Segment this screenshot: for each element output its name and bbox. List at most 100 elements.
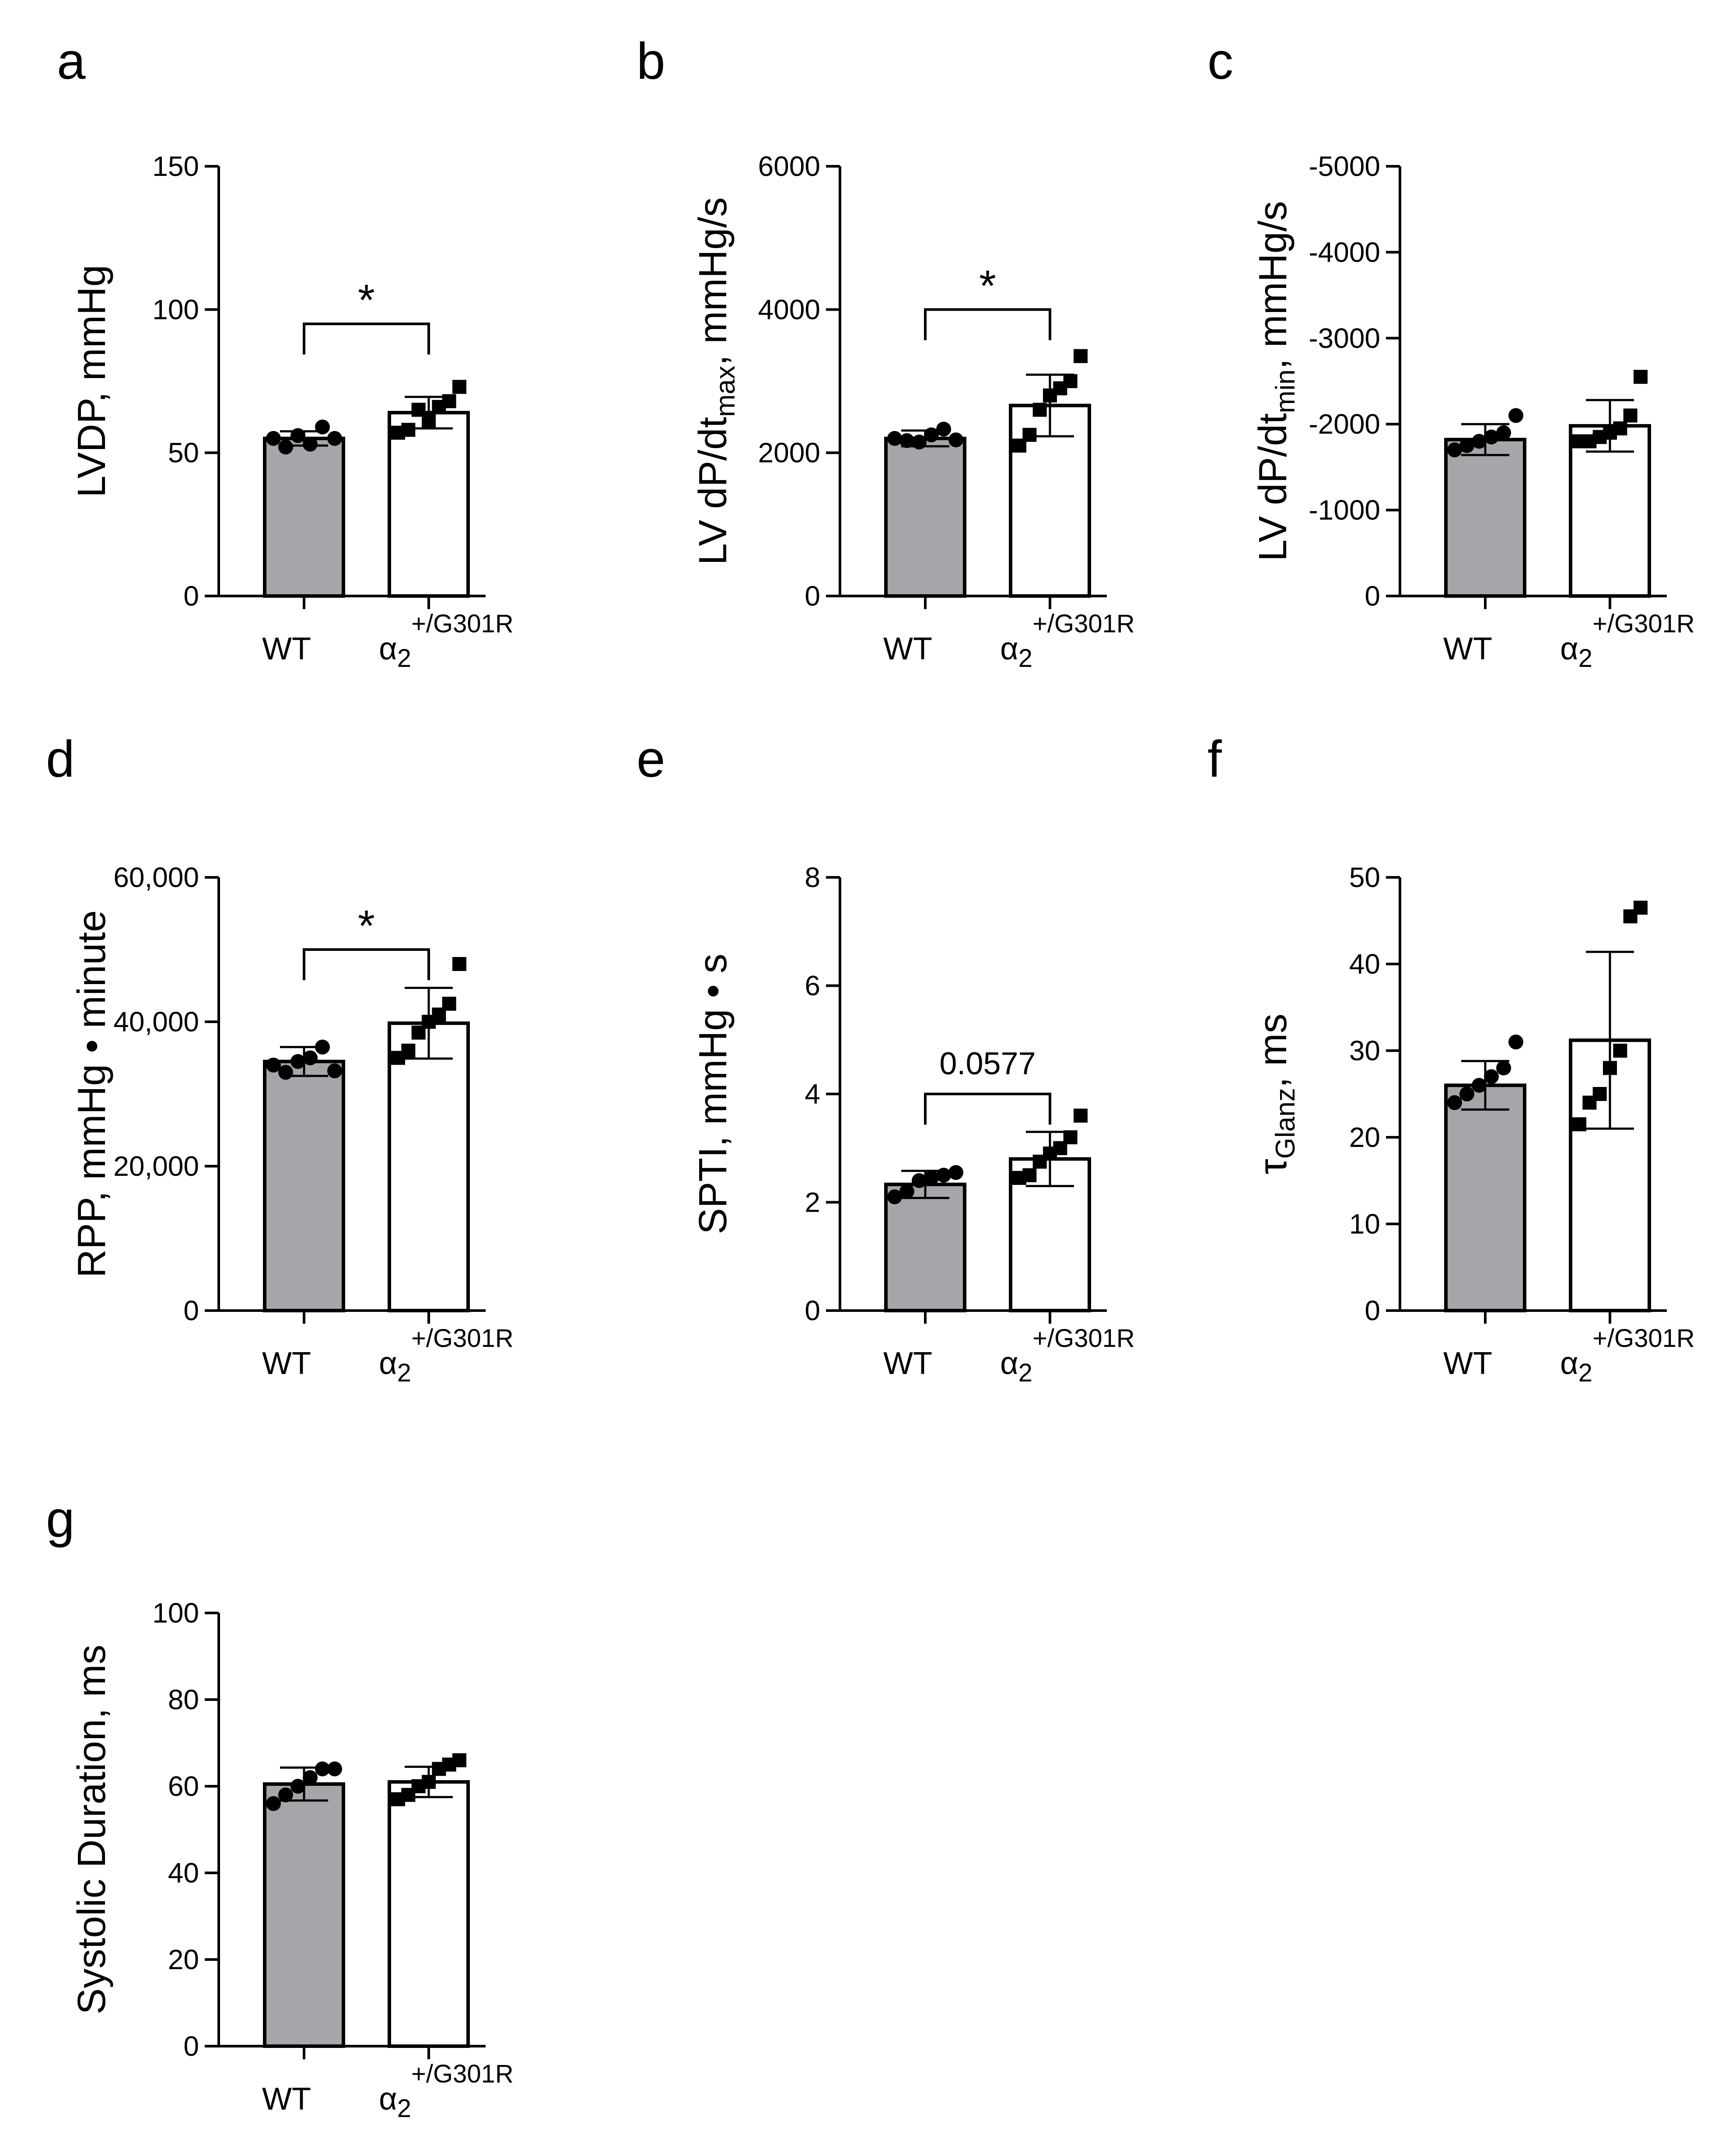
y-tick-label: 150	[152, 151, 199, 182]
data-point	[278, 439, 293, 455]
category-label-wt: WT	[883, 1346, 932, 1381]
data-point	[912, 1173, 927, 1188]
y-axis-title: Systolic Duration, ms	[70, 1644, 114, 2014]
data-point	[1063, 374, 1078, 388]
category-superscript: +/G301R	[1592, 1324, 1695, 1353]
data-point	[1508, 1034, 1523, 1050]
category-label-mutant: α2+/G301R	[379, 610, 514, 673]
data-point	[912, 435, 927, 450]
y-tick-label: -5000	[1309, 151, 1380, 182]
data-point	[1508, 408, 1523, 423]
y-tick-label: 20	[168, 1944, 199, 1975]
bar-mutant	[388, 1780, 470, 2048]
p-value-label: 0.0577	[939, 1046, 1036, 1081]
bar-mutant	[388, 1021, 470, 1313]
category-subscript: 2	[1018, 1359, 1032, 1387]
data-point	[452, 1753, 466, 1767]
bar-wt	[263, 1782, 345, 2048]
category-superscript: +/G301R	[411, 1324, 514, 1353]
data-point	[401, 423, 416, 437]
data-point	[948, 1165, 963, 1180]
y-tick-label: 0	[1365, 580, 1380, 612]
category-superscript: +/G301R	[1592, 610, 1695, 638]
data-point	[442, 996, 456, 1011]
data-point	[1623, 408, 1638, 423]
bar-wt	[884, 436, 966, 598]
data-point	[290, 1779, 305, 1794]
y-axis-title: LVDP, mmHg	[70, 265, 114, 498]
y-tick-label: 50	[1349, 862, 1380, 893]
data-point	[290, 428, 305, 443]
y-tick-label: 2	[805, 1187, 820, 1218]
significance-bracket	[924, 1093, 1051, 1125]
category-name: WT	[883, 1346, 932, 1381]
data-point	[948, 432, 963, 448]
panel-letter: d	[46, 730, 75, 788]
category-label-mutant: α2+/G301R	[1000, 1324, 1135, 1387]
data-point	[1592, 1087, 1607, 1101]
data-point	[401, 1044, 416, 1058]
data-point	[303, 1770, 318, 1785]
bar-wt	[1444, 438, 1526, 598]
y-axis-title-sub: min	[1270, 369, 1301, 413]
y-tick-label: -2000	[1309, 408, 1380, 440]
bar-wt	[263, 436, 345, 598]
y-tick-label: 60,000	[113, 862, 199, 893]
category-name: α	[379, 2082, 397, 2117]
data-point	[1484, 1069, 1499, 1084]
data-point	[327, 1063, 342, 1079]
data-point	[1022, 1168, 1037, 1182]
category-name: α	[1000, 631, 1018, 666]
data-point	[1447, 1095, 1462, 1110]
data-point	[899, 1184, 914, 1199]
category-name: WT	[262, 2082, 311, 2117]
category-subscript: 2	[397, 1359, 411, 1387]
category-subscript: 2	[397, 2094, 411, 2123]
data-point	[1572, 1117, 1586, 1132]
data-point	[887, 431, 902, 446]
panel-g: g 0 20 40 60 80 100 Systolic Duration, ms WT α2+/…	[46, 1490, 514, 2123]
y-tick-label: 0	[805, 580, 820, 612]
data-point	[422, 414, 436, 428]
data-point	[1032, 403, 1047, 417]
panel-letter: a	[57, 32, 86, 90]
data-point	[1022, 428, 1037, 442]
data-point	[327, 1761, 342, 1777]
category-label-wt: WT	[883, 631, 932, 666]
category-label-wt: WT	[262, 631, 311, 666]
data-point	[303, 1050, 318, 1066]
panel-c: c 0 -1000 -2000 -3000 -4000 -5000 LV dP/dtmin, …	[1207, 32, 1695, 673]
bar-wt	[263, 1059, 345, 1312]
panel-letter: e	[637, 730, 665, 788]
data-point	[452, 957, 466, 971]
data-point	[1074, 349, 1088, 363]
data-point	[278, 1787, 293, 1802]
category-label-mutant: α2+/G301R	[1560, 1324, 1695, 1387]
y-axis-title-run: RPP, mmHg • minute	[70, 910, 114, 1278]
category-subscript: 2	[1018, 644, 1032, 673]
data-point	[1496, 425, 1511, 440]
category-name: WT	[262, 1346, 311, 1381]
category-label-mutant: α2+/G301R	[379, 1324, 514, 1387]
data-point	[1063, 1130, 1078, 1144]
y-tick-label: 4	[805, 1078, 820, 1110]
category-name: WT	[883, 631, 932, 666]
y-axis-title-run: , mmHg/s	[1251, 201, 1295, 369]
data-point	[278, 1065, 293, 1080]
y-tick-label: -3000	[1309, 323, 1380, 354]
category-name: α	[379, 631, 397, 666]
category-name: WT	[262, 631, 311, 666]
y-tick-label: 20	[1349, 1122, 1380, 1153]
category-superscript: +/G301R	[411, 610, 514, 638]
data-point	[924, 427, 939, 442]
category-superscript: +/G301R	[411, 2060, 514, 2088]
panel-b: b 0 2000 4000 6000 LV dP/dtmax, mmHg/s WT α2+/G…	[637, 32, 1135, 673]
y-axis-title-sub: max	[710, 366, 741, 417]
category-name: WT	[1443, 1346, 1492, 1381]
data-point	[315, 419, 330, 435]
y-axis-title: SPTI, mmHg • s	[691, 954, 735, 1234]
y-tick-label: 30	[1349, 1035, 1380, 1066]
data-point	[452, 380, 466, 394]
y-axis-title: LV dP/dtmax, mmHg/s	[691, 197, 741, 565]
